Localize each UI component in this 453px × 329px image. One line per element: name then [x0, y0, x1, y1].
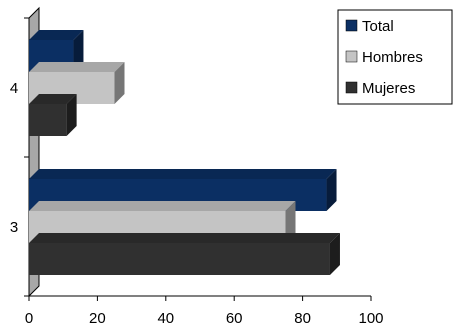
bar-top: [29, 30, 84, 40]
bar-top: [29, 233, 340, 243]
x-tick-label: 0: [25, 310, 33, 327]
chart-ticks: 340 20 40 60 80 100: [10, 80, 384, 327]
bar-front: [29, 104, 67, 136]
x-tick-label: 20: [89, 310, 106, 327]
bar-top: [29, 201, 296, 211]
bar-side: [285, 201, 296, 243]
bar-mujeres-4: [29, 94, 77, 136]
legend-swatch: [345, 19, 358, 32]
bar-side: [329, 233, 340, 275]
bar-front: [29, 243, 330, 275]
x-tick-label: 80: [294, 310, 311, 327]
bar-side: [66, 94, 77, 136]
legend-label: Hombres: [362, 49, 423, 66]
bar-top: [29, 169, 337, 179]
legend-label: Mujeres: [362, 80, 415, 97]
x-tick-label: 100: [358, 310, 383, 327]
bar-side: [73, 30, 84, 72]
bar-side: [326, 169, 337, 211]
chart-bars: [29, 30, 340, 275]
legend-label: Total: [362, 18, 394, 35]
x-tick-label: 40: [157, 310, 174, 327]
category-label: 4: [10, 80, 18, 97]
chart-legend: Total Hombres Mujeres: [337, 9, 453, 105]
legend-swatch: [345, 50, 358, 63]
bar-top: [29, 62, 125, 72]
bar-side: [114, 62, 125, 104]
x-tick-label: 60: [226, 310, 243, 327]
bar-top: [29, 94, 77, 104]
legend-swatch: [345, 81, 358, 94]
category-label: 3: [10, 219, 18, 236]
bar-mujeres-3: [29, 233, 340, 275]
